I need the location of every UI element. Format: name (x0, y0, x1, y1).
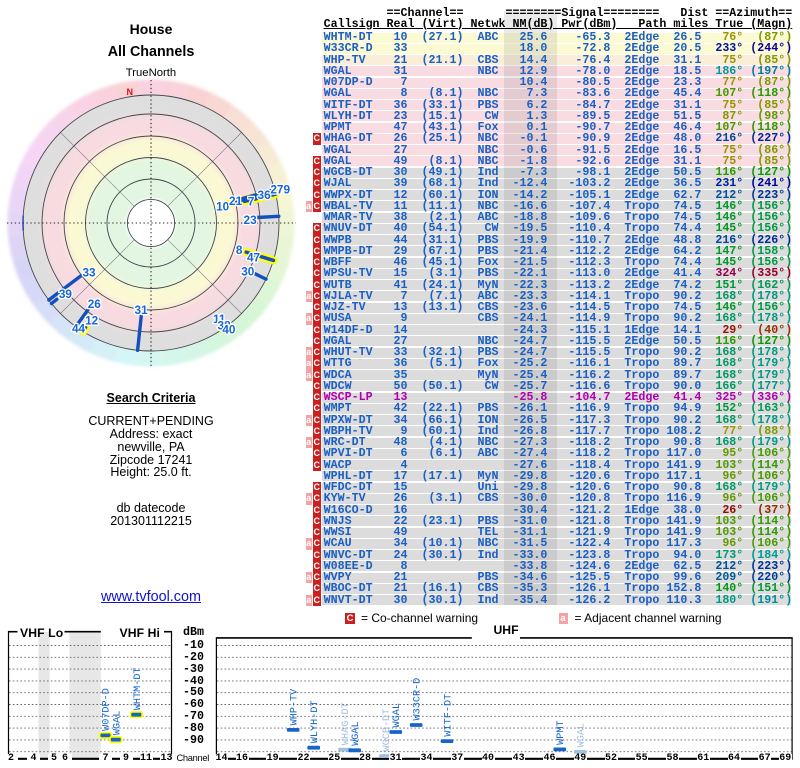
svg-text:23: 23 (244, 213, 258, 227)
svg-text:W07DP-D: W07DP-D (101, 688, 112, 731)
svg-text:WITF-DT: WITF-DT (443, 694, 454, 737)
svg-text:WHAG-DT: WHAG-DT (341, 702, 352, 745)
svg-text:47: 47 (247, 251, 261, 265)
svg-text:39: 39 (59, 287, 73, 301)
svg-text:44: 44 (72, 321, 86, 335)
svg-text:WGAL: WGAL (351, 721, 362, 745)
svg-text:11: 11 (213, 312, 226, 326)
svg-text:36: 36 (258, 188, 272, 202)
svg-text:WGAL: WGAL (113, 711, 124, 735)
svg-text:WHTM-DT: WHTM-DT (133, 667, 144, 710)
svg-text:21: 21 (229, 194, 243, 208)
svg-text:279: 279 (270, 183, 290, 197)
svg-text:W33CR-D: W33CR-D (413, 678, 424, 721)
svg-text:WGAL: WGAL (577, 723, 588, 747)
svg-text:WHP-TV: WHP-TV (290, 688, 301, 726)
svg-text:WLYH-DT: WLYH-DT (310, 700, 321, 743)
svg-text:40: 40 (222, 323, 236, 337)
svg-text:30: 30 (241, 265, 255, 279)
svg-text:8: 8 (236, 243, 243, 257)
svg-text:10: 10 (216, 200, 230, 214)
svg-text:31: 31 (135, 303, 149, 317)
svg-text:38: 38 (218, 319, 232, 333)
svg-text:33: 33 (82, 266, 96, 280)
svg-text:WGAL: WGAL (392, 703, 403, 727)
svg-text:WPMT: WPMT (556, 720, 567, 744)
svg-text:7: 7 (248, 195, 255, 209)
svg-text:12: 12 (85, 313, 99, 327)
svg-text:WGCB-DT: WGCB-DT (382, 709, 393, 752)
svg-text:26: 26 (88, 297, 102, 311)
